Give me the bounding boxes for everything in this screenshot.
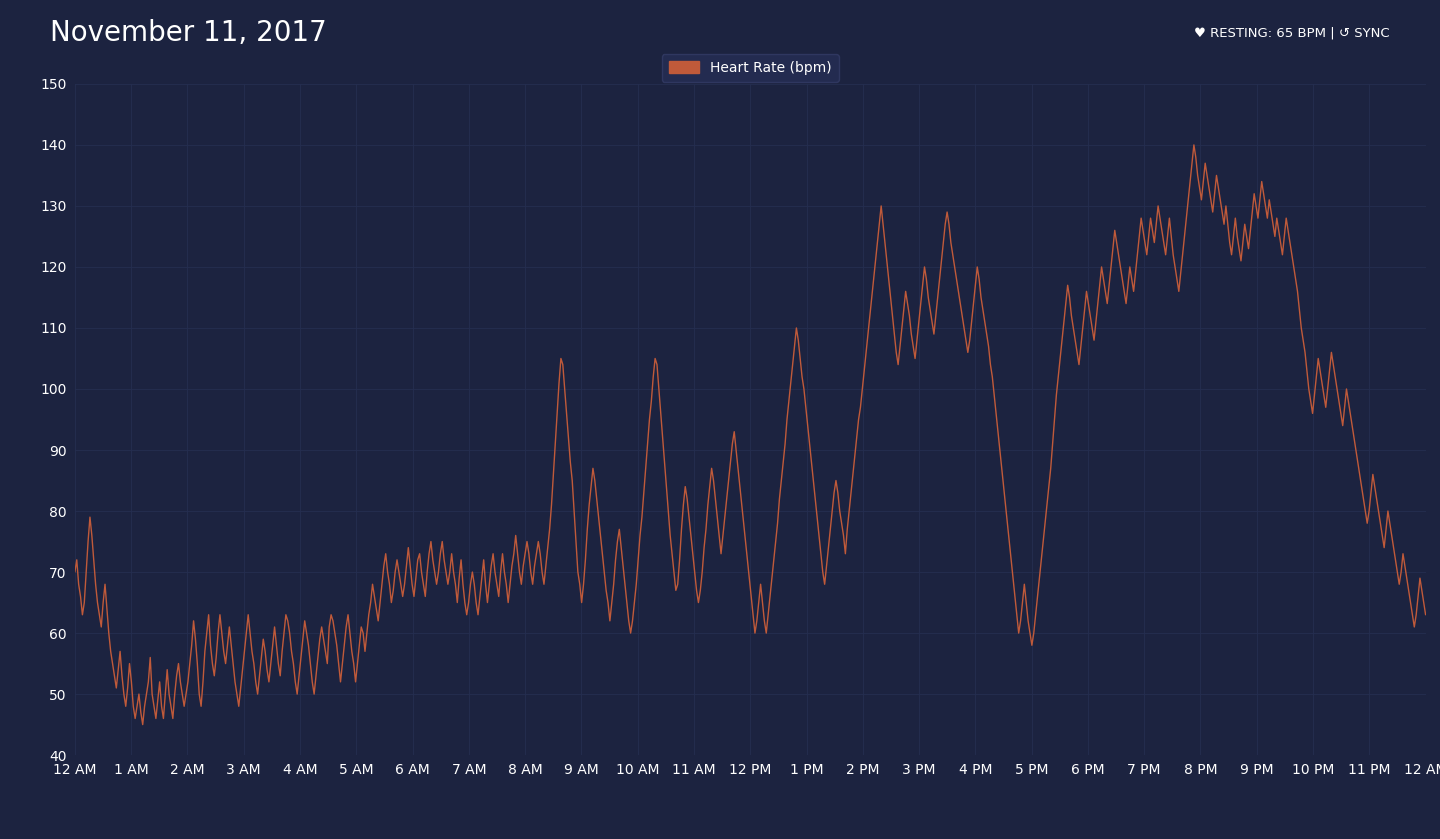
Text: November 11, 2017: November 11, 2017 — [50, 18, 327, 47]
Legend: Heart Rate (bpm): Heart Rate (bpm) — [661, 54, 840, 82]
Text: ♥ RESTING: 65 BPM | ↺ SYNC: ♥ RESTING: 65 BPM | ↺ SYNC — [1194, 26, 1390, 39]
